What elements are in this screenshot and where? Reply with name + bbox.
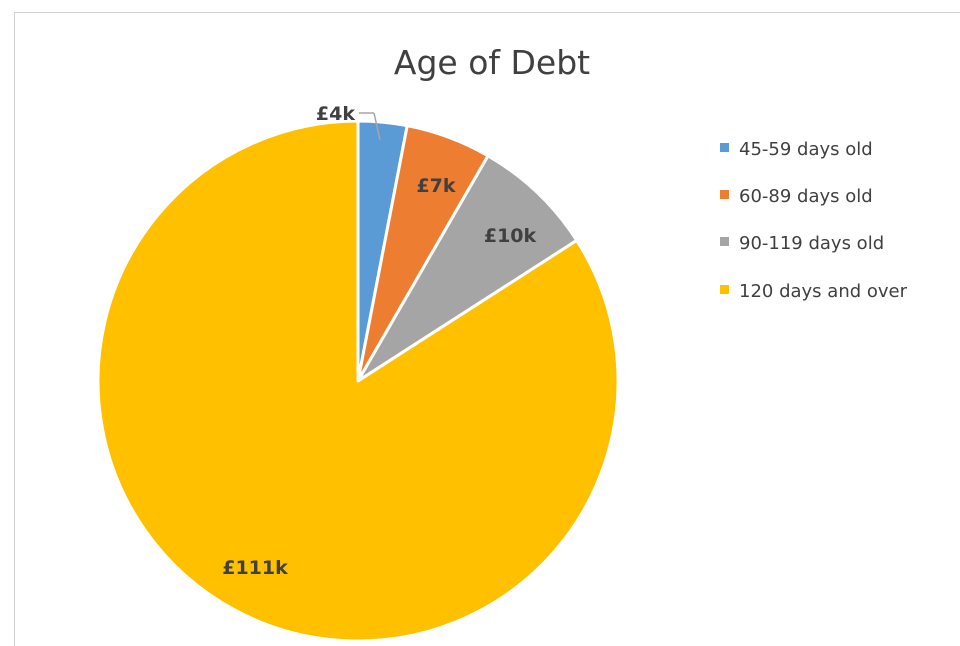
slice-90-119	[356, 154, 579, 383]
pie-slices	[96, 119, 620, 643]
legend-swatch	[720, 190, 729, 199]
data-label-120-plus: £111k	[222, 557, 288, 579]
slice-120-plus	[96, 119, 620, 643]
legend-label: 60-89 days old	[739, 186, 873, 207]
chart-frame	[14, 12, 960, 646]
legend-label: 90-119 days old	[739, 233, 884, 254]
data-label-45-59: £4k	[316, 103, 355, 125]
legend-item-90-119: 90-119 days old	[720, 233, 884, 254]
legend-label: 120 days and over	[739, 281, 908, 302]
data-label-90-119: £10k	[484, 225, 537, 247]
legend-swatch	[720, 237, 729, 246]
legend: 45-59 days old 60-89 days old 90-119 day…	[720, 139, 908, 302]
data-label-60-89: £7k	[416, 175, 455, 197]
legend-item-45-59: 45-59 days old	[720, 139, 873, 160]
leader-line-4k-drop	[373, 112, 381, 141]
legend-swatch	[720, 285, 729, 294]
legend-swatch	[720, 143, 729, 152]
legend-item-120-plus: 120 days and over	[720, 281, 908, 302]
legend-label: 45-59 days old	[739, 139, 873, 160]
chart-title: Age of Debt	[394, 43, 590, 82]
legend-item-60-89: 60-89 days old	[720, 186, 873, 207]
